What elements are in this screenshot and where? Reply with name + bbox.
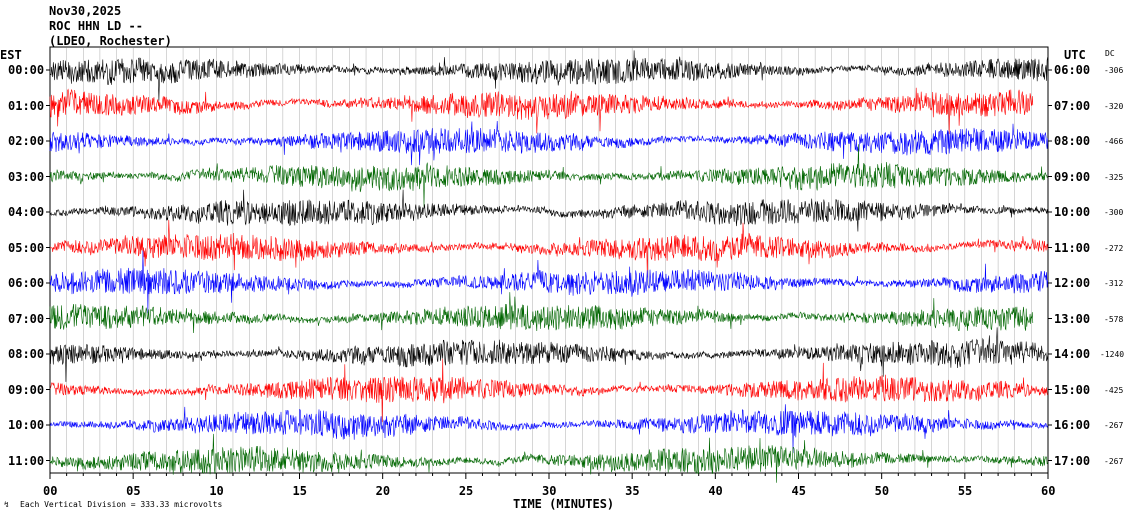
trace-0300 — [49, 144, 1048, 207]
utc-hour-label: 12:00 — [1054, 276, 1091, 290]
utc-hour-label: 06:00 — [1054, 63, 1091, 77]
utc-axis-title: UTC — [1064, 48, 1086, 62]
trace-0500 — [49, 219, 1048, 278]
dc-offset-label: -272 — [1104, 243, 1124, 253]
utc-hour-label: 13:00 — [1054, 311, 1091, 326]
x-tick-label: 10 — [209, 484, 224, 498]
station-label: ROC HHN LD -- — [49, 19, 143, 33]
x-tick-label: 45 — [791, 484, 806, 498]
scale-footnote: Each Vertical Division = 333.33 microvol… — [20, 500, 223, 509]
dc-offset-label: -578 — [1104, 314, 1124, 324]
utc-hour-label: 09:00 — [1054, 169, 1091, 184]
x-tick-label: 40 — [708, 484, 723, 498]
est-hour-label: 04:00 — [8, 205, 45, 219]
x-tick-label: 15 — [292, 484, 307, 498]
dc-offset-label: -267 — [1104, 456, 1124, 466]
trace-0600 — [49, 250, 1048, 314]
dc-offset-label: -425 — [1104, 385, 1124, 395]
est-hour-label: 06:00 — [8, 276, 45, 290]
est-hour-label: 00:00 — [8, 63, 45, 77]
x-tick-label: 20 — [375, 484, 391, 498]
x-tick-label: 35 — [625, 484, 640, 498]
x-axis-title: TIME (MINUTES) — [513, 497, 615, 511]
trace-1000 — [49, 404, 1048, 454]
x-tick-label: 60 — [1041, 484, 1056, 498]
trace-0000 — [49, 50, 1048, 101]
est-hour-label: 05:00 — [8, 240, 45, 255]
trace-0900 — [49, 358, 1048, 423]
dc-offset-label: -300 — [1104, 208, 1124, 217]
utc-hour-label: 15:00 — [1054, 382, 1091, 397]
est-hour-label: 08:00 — [8, 347, 45, 361]
date-label: Nov30,2025 — [49, 4, 122, 18]
x-tick-label: 30 — [542, 484, 557, 498]
utc-hour-label: 14:00 — [1054, 347, 1091, 361]
trace-0700 — [49, 292, 1034, 334]
trace-0400 — [49, 189, 1048, 232]
est-axis-title: EST — [0, 48, 22, 62]
est-hour-label: 01:00 — [8, 98, 45, 113]
est-hour-label: 09:00 — [8, 382, 45, 397]
est-hour-label: 11:00 — [8, 453, 45, 468]
utc-hour-label: 11:00 — [1054, 240, 1091, 255]
trace-1100 — [49, 433, 1048, 483]
x-tick-label: 55 — [957, 484, 973, 498]
dc-offset-label: -267 — [1104, 421, 1124, 430]
network-label: (LDEO, Rochester) — [49, 34, 172, 48]
dc-offset-label: -312 — [1104, 279, 1124, 288]
utc-hour-label: 16:00 — [1054, 418, 1091, 432]
dc-axis-title: DC — [1105, 49, 1115, 58]
est-hour-label: 10:00 — [8, 418, 45, 432]
utc-hour-label: 17:00 — [1054, 453, 1091, 468]
dc-offset-label: -306 — [1104, 66, 1124, 75]
est-hour-label: 03:00 — [8, 169, 45, 184]
x-tick-label: 05 — [126, 484, 141, 498]
corner-mark: ↯ — [4, 500, 9, 509]
trace-0100 — [49, 87, 1034, 135]
utc-hour-label: 07:00 — [1054, 98, 1091, 113]
utc-hour-label: 08:00 — [1054, 134, 1091, 148]
dc-offset-label: -320 — [1104, 101, 1124, 111]
utc-hour-label: 10:00 — [1054, 205, 1091, 219]
trace-0200 — [49, 120, 1048, 166]
dc-offset-label: -466 — [1104, 137, 1124, 146]
dc-offset-label: -1240 — [1100, 350, 1125, 359]
est-hour-label: 02:00 — [8, 134, 45, 148]
x-tick-label: 00 — [43, 484, 58, 498]
x-tick-label: 25 — [458, 484, 474, 498]
dc-offset-label: -325 — [1104, 172, 1124, 182]
x-tick-label: 50 — [874, 484, 890, 498]
trace-0800 — [49, 327, 1048, 382]
est-hour-label: 07:00 — [8, 311, 45, 326]
